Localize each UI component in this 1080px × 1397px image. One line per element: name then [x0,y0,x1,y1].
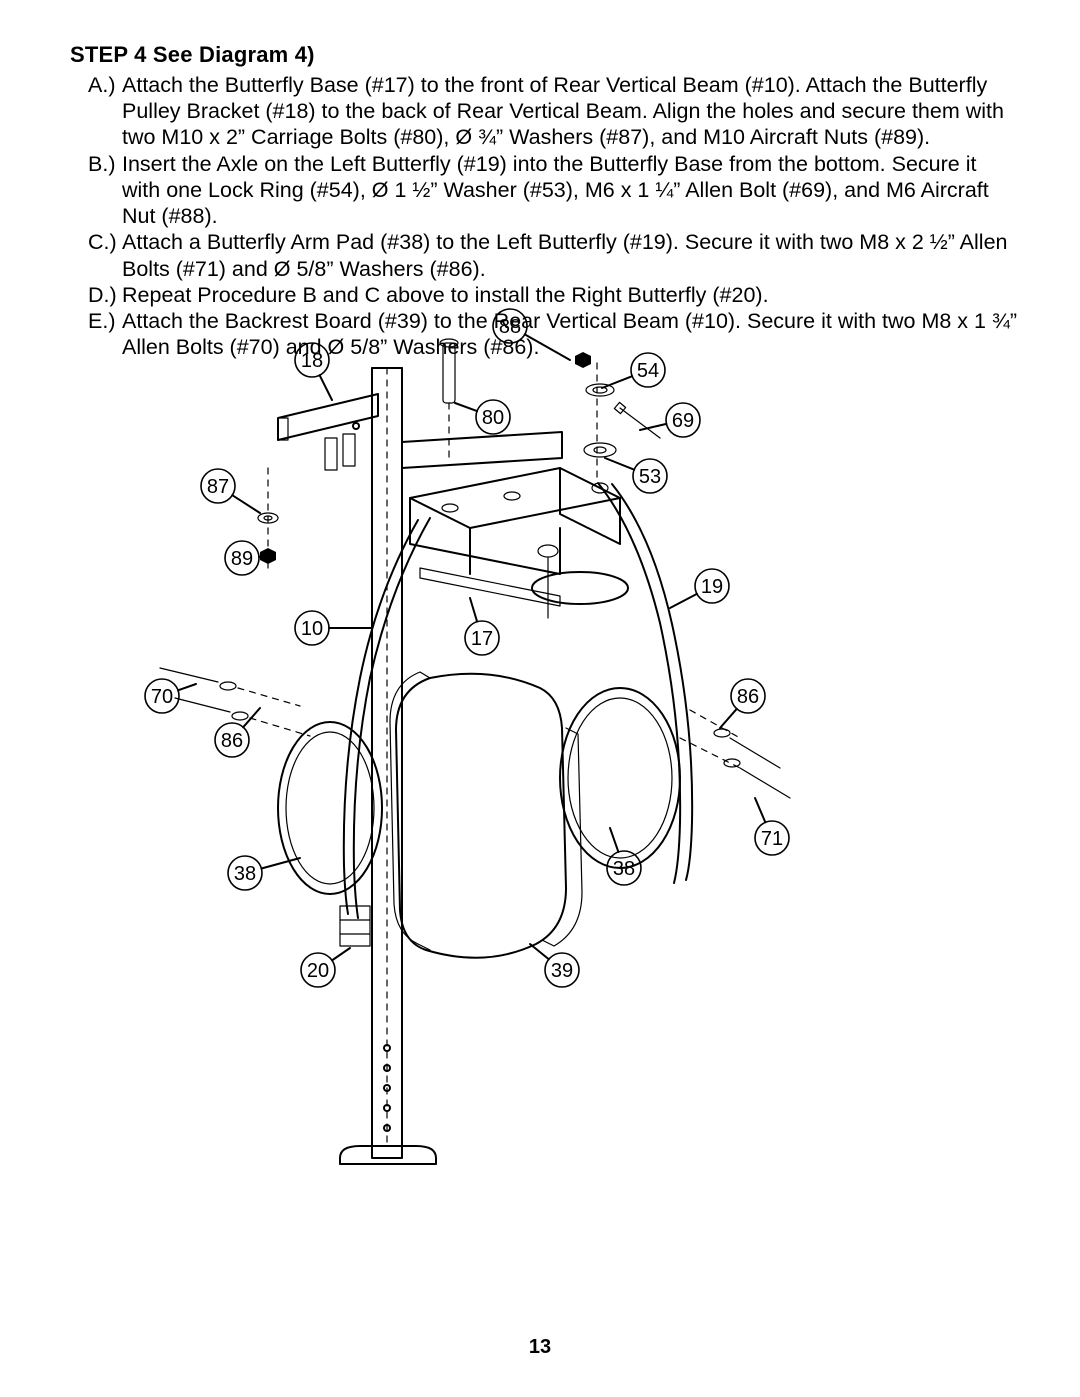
callout-88: 88 [493,309,527,343]
svg-text:17: 17 [471,628,493,650]
instruction-marker: D.) [88,282,117,308]
left-arm-pad [278,722,382,894]
rear-vertical-beam [340,368,436,1164]
svg-text:69: 69 [672,410,694,432]
callout-69: 69 [666,403,700,437]
instruction-marker: A.) [88,72,115,98]
svg-text:19: 19 [701,576,723,598]
leader-54 [602,376,632,388]
instruction-item: D.) Repeat Procedure B and C above to in… [88,282,1020,308]
callout-54: 54 [631,353,665,387]
svg-text:70: 70 [151,686,173,708]
callout-20: 20 [301,953,335,987]
svg-text:89: 89 [231,548,253,570]
step-heading: STEP 4 See Diagram 4) [70,42,1020,68]
callout-17: 17 [465,621,499,655]
svg-text:88: 88 [499,316,521,338]
leader-88 [525,334,570,360]
instruction-item: A.) Attach the Butterfly Base (#17) to t… [88,72,1020,151]
svg-text:80: 80 [482,407,504,429]
callout-39: 39 [545,953,579,987]
svg-text:53: 53 [639,466,661,488]
callout-70: 70 [145,679,179,713]
leader-53 [605,458,634,470]
leader-86 [243,708,260,727]
leader-89 [259,556,272,557]
left-pad-hardware [160,668,310,736]
instruction-marker: C.) [88,229,117,255]
leader-17 [470,598,477,622]
leader-18 [320,375,332,400]
svg-text:86: 86 [737,686,759,708]
callout-10: 10 [295,611,329,645]
svg-text:20: 20 [307,960,329,982]
svg-text:71: 71 [761,828,783,850]
right-pad-hardware [680,710,790,798]
callout-71: 71 [755,821,789,855]
callout-89: 89 [225,541,259,575]
instruction-item: B.) Insert the Axle on the Left Butterfl… [88,151,1020,230]
instruction-text: Attach the Butterfly Base (#17) to the f… [122,73,1004,149]
instruction-text: Insert the Axle on the Left Butterfly (#… [122,152,989,228]
svg-text:38: 38 [613,858,635,880]
leader-87 [232,495,260,513]
callout-80: 80 [476,400,510,434]
instruction-text: Attach a Butterfly Arm Pad (#38) to the … [122,230,1008,280]
callout-19: 19 [695,569,729,603]
assembly-diagram: 88 18 54 80 69 87 53 89 19 10 17 70 86 86 71 38 38 20 39 [0,308,1080,1188]
instruction-text: Repeat Procedure B and C above to instal… [122,283,769,307]
callout-53: 53 [633,459,667,493]
right-arm-pad [560,688,680,868]
callout-87: 87 [201,469,235,503]
pulley-bracket [278,394,562,470]
svg-text:87: 87 [207,476,229,498]
leader-80 [455,403,477,411]
leader-20 [332,948,350,960]
callout-86: 86 [215,723,249,757]
right-butterfly-arm [532,483,692,883]
svg-text:39: 39 [551,960,573,982]
instruction-item: C.) Attach a Butterfly Arm Pad (#38) to … [88,229,1020,281]
leader-86 [720,709,737,728]
leader-69 [640,424,666,430]
callout-38: 38 [228,856,262,890]
callout-18: 18 [295,343,329,377]
callout-86: 86 [731,679,765,713]
svg-text:10: 10 [301,618,323,640]
backrest-board [390,672,582,958]
leader-38 [610,828,618,852]
callout-38: 38 [607,851,641,885]
leader-39 [530,944,549,959]
svg-text:18: 18 [301,350,323,372]
leader-70 [178,684,196,690]
svg-text:86: 86 [221,730,243,752]
leader-19 [670,594,697,608]
svg-text:38: 38 [234,863,256,885]
page-number: 13 [0,1336,1080,1359]
leader-38 [261,858,300,869]
butterfly-base [410,468,620,606]
instruction-marker: B.) [88,151,115,177]
left-hardware [258,468,278,568]
leader-71 [755,798,765,822]
svg-text:54: 54 [637,360,659,382]
